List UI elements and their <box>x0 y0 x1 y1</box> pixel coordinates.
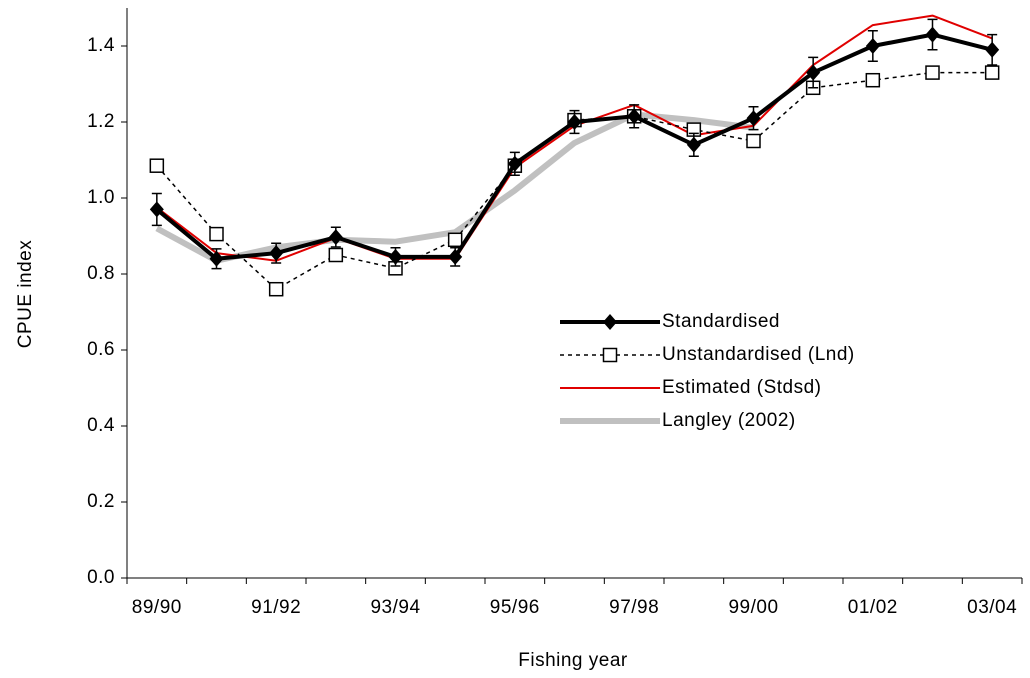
marker <box>865 72 881 88</box>
y-axis-title: CPUE index <box>15 240 36 349</box>
marker <box>806 64 821 81</box>
legend-label: Unstandardised (Lnd) <box>662 344 855 365</box>
marker <box>985 41 1000 58</box>
y-tick-label: 0.2 <box>87 491 115 512</box>
x-tick-label: 01/02 <box>848 597 898 618</box>
marker <box>746 110 761 127</box>
legend-label: Langley (2002) <box>662 410 796 431</box>
marker <box>328 247 344 263</box>
marker <box>507 155 522 172</box>
series-line <box>156 71 993 290</box>
marker <box>269 245 284 262</box>
y-tick-label: 1.4 <box>87 35 115 56</box>
y-tick-label: 1.2 <box>87 111 115 132</box>
series-line <box>155 111 754 264</box>
marker <box>603 314 617 330</box>
legend-label: Estimated (Stdsd) <box>662 377 822 398</box>
marker <box>447 232 463 248</box>
marker <box>746 133 761 149</box>
y-tick-label: 0.0 <box>87 567 115 588</box>
x-tick-label: 89/90 <box>132 597 182 618</box>
x-tick-label: 91/92 <box>251 597 301 618</box>
y-tick-label: 1.0 <box>87 187 115 208</box>
marker <box>328 229 343 246</box>
marker <box>925 65 940 80</box>
x-tick-label: 95/96 <box>490 597 540 618</box>
marker <box>388 248 403 265</box>
x-tick-label: 03/04 <box>967 597 1017 618</box>
x-tick-label: 99/00 <box>728 597 778 618</box>
marker <box>602 347 618 363</box>
marker <box>627 108 642 125</box>
marker <box>149 201 164 218</box>
legend-label: Standardised <box>662 311 780 332</box>
marker <box>984 65 1000 80</box>
marker <box>686 136 701 153</box>
y-tick-label: 0.8 <box>87 263 115 284</box>
marker <box>567 114 582 130</box>
series-line <box>156 14 993 262</box>
x-axis-title: Fishing year <box>518 650 628 671</box>
marker <box>448 248 463 265</box>
y-tick-label: 0.4 <box>87 415 115 436</box>
x-tick-label: 97/98 <box>609 597 659 618</box>
x-tick-label: 93/94 <box>370 597 420 618</box>
marker <box>865 38 880 54</box>
marker <box>268 281 284 297</box>
marker <box>209 250 224 267</box>
marker <box>209 226 224 242</box>
marker <box>925 26 940 43</box>
y-tick-label: 0.6 <box>87 339 115 360</box>
marker <box>149 158 165 173</box>
